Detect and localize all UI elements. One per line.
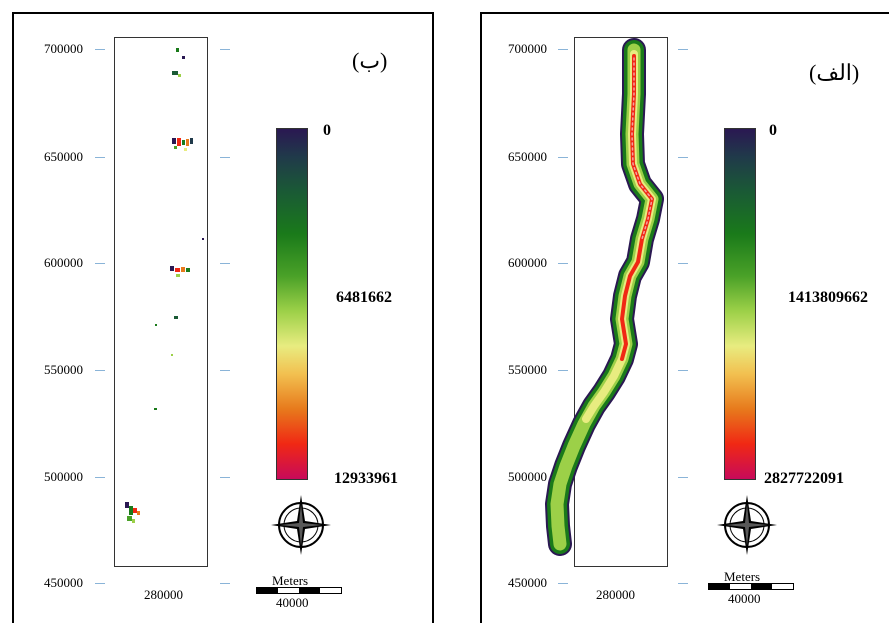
y-tick [95,49,105,50]
y-label-550000: 550000 [44,362,83,377]
y-label-500000: 500000 [44,469,83,484]
scale-bar-graphic [256,587,342,594]
y-label-700000: 700000 [44,41,83,56]
y-tick [220,477,230,478]
y-tick [220,157,230,158]
color-scale-bar [724,128,756,480]
y-tick [95,157,105,158]
y-tick [95,477,105,478]
map-frame [574,37,668,567]
color-scale-label-top: 0 [769,122,777,139]
patch-cluster-north [172,48,185,77]
patch-cluster-south [125,502,140,523]
y-label-450000: 450000 [508,575,547,590]
patch-cluster-600000 [170,266,190,277]
north-arrow-icon [717,495,777,555]
scale-unit: Meters [272,573,309,588]
y-tick [220,49,230,50]
y-tick [220,583,230,584]
river-core-highlight [631,57,653,240]
scale-unit: Meters [724,569,761,584]
color-scale-label-bottom: 2827722091 [764,470,844,487]
y-tick [558,263,568,264]
map-frame [114,37,208,567]
scale-distance: 40000 [728,591,761,606]
y-tick [558,157,568,158]
y-tick [95,263,105,264]
scale-distance: 40000 [276,595,309,610]
river-buffer-map [545,38,664,556]
scattered-patches-map [125,48,204,523]
color-scale-label-middle: 6481662 [336,289,392,306]
y-tick [678,583,688,584]
y-tick [220,263,230,264]
y-tick [678,49,688,50]
y-label-500000: 500000 [508,469,547,484]
color-scale-label-bottom: 12933961 [334,470,398,487]
patch-cluster-650000 [172,138,193,151]
x-label-280000: 280000 [144,587,183,602]
y-label-650000: 650000 [508,149,547,164]
y-tick [678,263,688,264]
color-scale-label-top: 0 [323,122,331,139]
panel-title-b: (ب) [352,48,388,73]
y-tick [558,370,568,371]
river-buffer-light-green [550,43,659,551]
map-panel-alef: 700000 650000 600000 550000 500000 45000… [480,12,889,623]
y-tick [95,583,105,584]
y-label-450000: 450000 [44,575,83,590]
north-arrow-icon [271,495,331,555]
color-scale-label-middle: 1413809662 [788,289,868,306]
y-label-600000: 600000 [44,255,83,270]
y-tick [558,583,568,584]
scale-bar-graphic [708,583,794,590]
y-label-700000: 700000 [508,41,547,56]
map-panel-b: 700000 650000 600000 550000 500000 45000… [12,12,434,623]
y-tick [220,370,230,371]
y-tick [95,370,105,371]
color-scale-bar [276,128,308,480]
y-label-650000: 650000 [44,149,83,164]
y-tick [558,49,568,50]
y-label-600000: 600000 [508,255,547,270]
panel-title-alef: (الف) [809,60,860,85]
x-label-280000: 280000 [596,587,635,602]
y-label-550000: 550000 [508,362,547,377]
y-tick [678,477,688,478]
y-tick [678,370,688,371]
y-tick [678,157,688,158]
